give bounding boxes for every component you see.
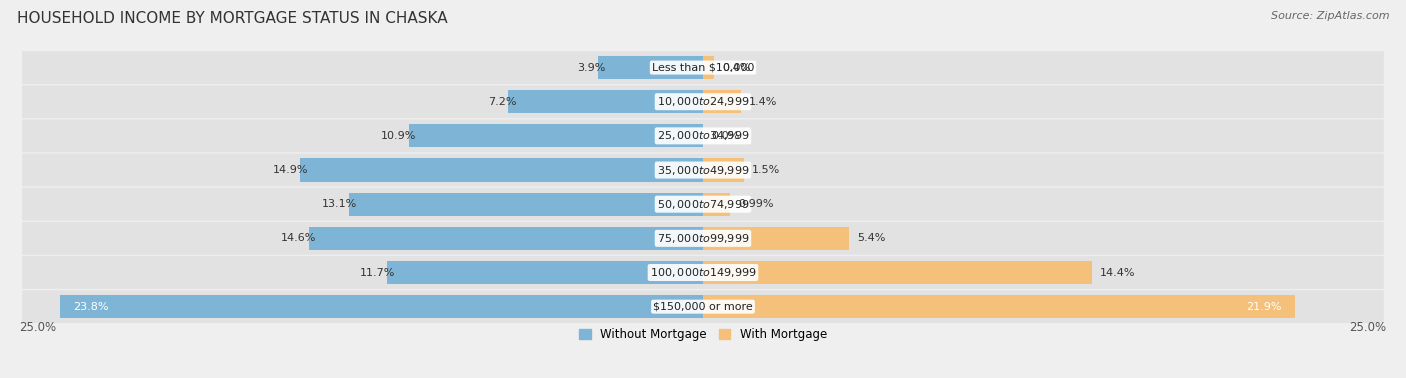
Bar — [349, 192, 703, 216]
Text: $100,000 to $149,999: $100,000 to $149,999 — [650, 266, 756, 279]
Text: 1.4%: 1.4% — [749, 97, 778, 107]
FancyBboxPatch shape — [22, 290, 1384, 323]
Bar — [703, 158, 744, 182]
Text: $35,000 to $49,999: $35,000 to $49,999 — [657, 164, 749, 177]
Text: 14.9%: 14.9% — [273, 165, 308, 175]
Bar — [509, 90, 703, 113]
Bar — [703, 227, 849, 250]
Text: 1.5%: 1.5% — [752, 165, 780, 175]
Text: 5.4%: 5.4% — [858, 233, 886, 243]
FancyBboxPatch shape — [22, 153, 1384, 186]
Bar — [409, 124, 703, 147]
Text: 14.4%: 14.4% — [1099, 268, 1136, 277]
FancyBboxPatch shape — [22, 85, 1384, 118]
Text: 25.0%: 25.0% — [1350, 321, 1386, 334]
FancyBboxPatch shape — [22, 119, 1384, 152]
Text: 21.9%: 21.9% — [1246, 302, 1281, 311]
Text: 0.99%: 0.99% — [738, 199, 773, 209]
Bar — [301, 158, 703, 182]
Text: 10.9%: 10.9% — [381, 131, 416, 141]
Text: $25,000 to $34,999: $25,000 to $34,999 — [657, 129, 749, 143]
Bar — [703, 56, 714, 79]
Text: HOUSEHOLD INCOME BY MORTGAGE STATUS IN CHASKA: HOUSEHOLD INCOME BY MORTGAGE STATUS IN C… — [17, 11, 447, 26]
Text: $150,000 or more: $150,000 or more — [654, 302, 752, 311]
Text: Less than $10,000: Less than $10,000 — [652, 63, 754, 73]
Text: 3.9%: 3.9% — [578, 63, 606, 73]
Text: 0.0%: 0.0% — [711, 131, 740, 141]
FancyBboxPatch shape — [22, 51, 1384, 84]
Bar — [387, 261, 703, 284]
FancyBboxPatch shape — [22, 222, 1384, 255]
Text: 0.4%: 0.4% — [721, 63, 751, 73]
Text: 23.8%: 23.8% — [73, 302, 110, 311]
Bar — [703, 90, 741, 113]
Text: $10,000 to $24,999: $10,000 to $24,999 — [657, 95, 749, 108]
Text: 11.7%: 11.7% — [360, 268, 395, 277]
Text: 25.0%: 25.0% — [20, 321, 56, 334]
Text: 13.1%: 13.1% — [322, 199, 357, 209]
Text: $50,000 to $74,999: $50,000 to $74,999 — [657, 198, 749, 211]
Bar — [703, 192, 730, 216]
Legend: Without Mortgage, With Mortgage: Without Mortgage, With Mortgage — [574, 323, 832, 345]
FancyBboxPatch shape — [22, 188, 1384, 221]
Text: Source: ZipAtlas.com: Source: ZipAtlas.com — [1271, 11, 1389, 21]
Bar — [703, 261, 1092, 284]
Bar — [60, 295, 703, 318]
Bar — [598, 56, 703, 79]
Text: 7.2%: 7.2% — [488, 97, 516, 107]
Bar — [703, 295, 1295, 318]
Bar — [308, 227, 703, 250]
FancyBboxPatch shape — [22, 256, 1384, 289]
Text: $75,000 to $99,999: $75,000 to $99,999 — [657, 232, 749, 245]
Text: 14.6%: 14.6% — [281, 233, 316, 243]
